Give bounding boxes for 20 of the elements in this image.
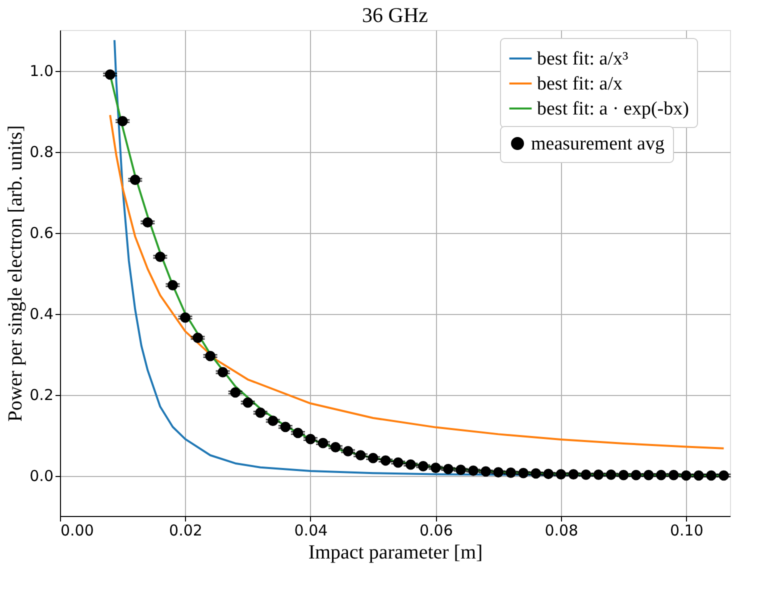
y-tick-label: 0.2 (30, 386, 54, 404)
legend-label: best fit: a · exp(-bx) (537, 98, 689, 120)
x-tick-label: 0.04 (294, 522, 328, 540)
legend-label: best fit: a/x³ (537, 48, 628, 70)
y-axis-title: Power per single electron [arb. units] (4, 125, 27, 422)
x-tick-label: 0.06 (420, 522, 453, 540)
point (192, 332, 203, 343)
y-tick-label: 1.0 (30, 62, 54, 80)
x-tick-label: 0.02 (169, 522, 202, 540)
y-tick-label: 0.6 (30, 224, 54, 242)
chart-title: 36 GHz (362, 3, 428, 27)
legend-label: measurement avg (531, 134, 665, 154)
y-tick-label: 0.0 (30, 467, 54, 485)
x-tick-label: 0.08 (544, 522, 578, 540)
x-tick-label: 0.10 (670, 522, 704, 540)
y-tick-label: 0.8 (30, 143, 54, 161)
x-axis-title: Impact parameter [m] (308, 542, 483, 564)
legend-label: best fit: a/x (537, 74, 623, 94)
y-tick-label: 0.4 (30, 305, 54, 323)
x-tick-label: 0.00 (60, 522, 94, 540)
